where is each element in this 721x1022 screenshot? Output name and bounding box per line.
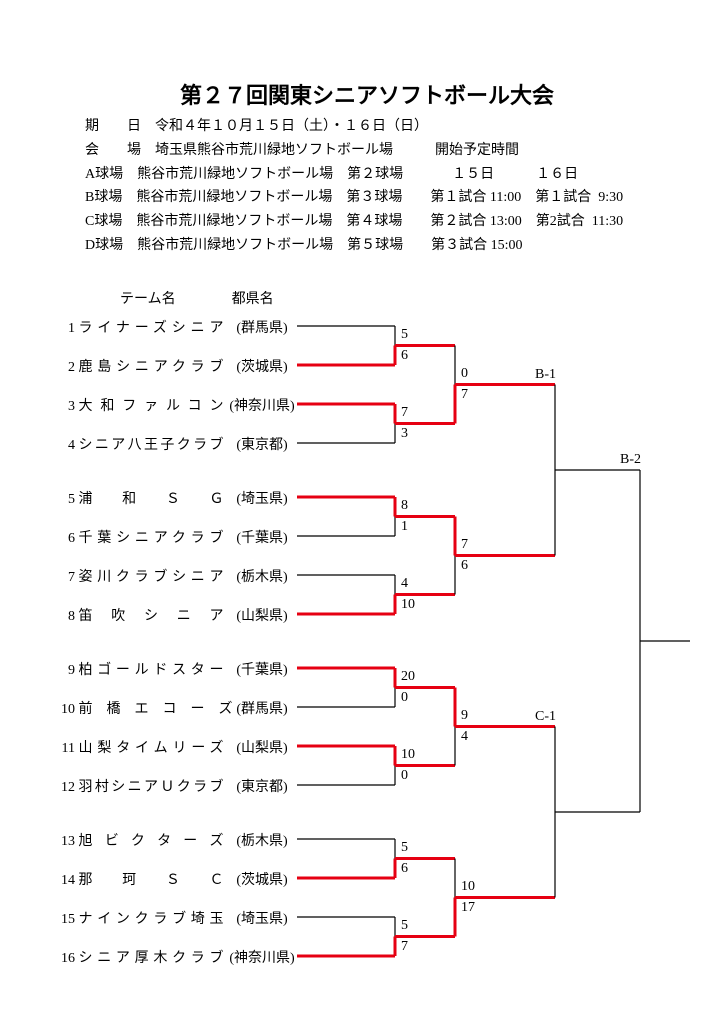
score-r1-top: 5	[401, 840, 408, 856]
score-r2-top: 10	[461, 879, 475, 895]
score-r1-top: 5	[401, 918, 408, 934]
score-r1-top: 20	[401, 669, 415, 685]
score-r1-bot: 10	[401, 597, 415, 613]
score-r2-bot: 6	[461, 558, 468, 574]
score-r1-bot: 1	[401, 519, 408, 535]
score-r1-bot: 6	[401, 861, 408, 877]
semi-label: B-1	[535, 367, 556, 383]
semi-label: C-1	[535, 709, 556, 725]
score-r1-top: 7	[401, 405, 408, 421]
final-label: B-2	[620, 452, 641, 468]
score-r1-top: 10	[401, 747, 415, 763]
score-r1-top: 4	[401, 576, 408, 592]
score-r2-top: 9	[461, 708, 468, 724]
score-r2-top: 0	[461, 366, 468, 382]
score-r2-bot: 4	[461, 729, 468, 745]
score-r1-bot: 6	[401, 348, 408, 364]
score-r1-top: 8	[401, 498, 408, 514]
score-r2-bot: 17	[461, 900, 475, 916]
score-r1-bot: 0	[401, 690, 408, 706]
score-r1-bot: 3	[401, 426, 408, 442]
score-r2-top: 7	[461, 537, 468, 553]
bracket-diagram	[0, 0, 721, 1022]
score-r1-bot: 7	[401, 939, 408, 955]
score-r1-bot: 0	[401, 768, 408, 784]
score-r1-top: 5	[401, 327, 408, 343]
score-r2-bot: 7	[461, 387, 468, 403]
